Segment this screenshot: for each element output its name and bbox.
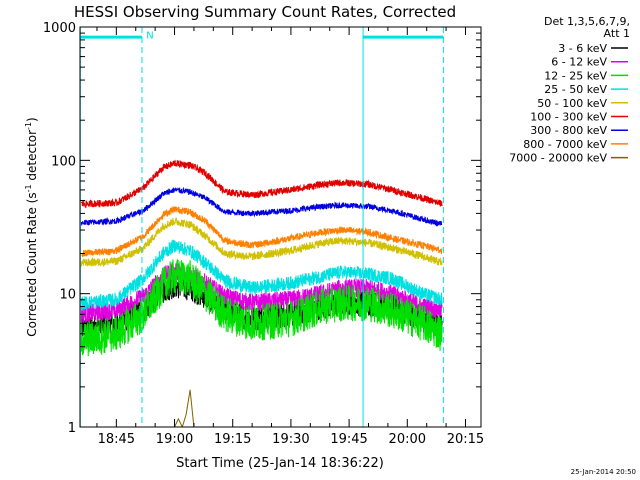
series-line-1	[80, 262, 443, 323]
annotation-0: N	[146, 30, 153, 41]
legend-label-5: 100 - 300 keV	[530, 111, 607, 124]
series-line-3	[80, 239, 443, 312]
y-tick-label-0: 1	[68, 421, 76, 436]
legend-label-7: 800 - 7000 keV	[523, 138, 607, 151]
plot-frame	[79, 26, 482, 428]
legend-label-3: 25 - 50 keV	[544, 83, 607, 96]
legend-label-1: 6 - 12 keV	[551, 56, 607, 69]
series-line-8	[81, 389, 443, 427]
x-tick-label-6: 20:15	[447, 432, 484, 447]
x-tick-label-1: 19:00	[156, 432, 193, 447]
y-axis-label-part-3: )	[25, 117, 39, 122]
x-axis-label: Start Time (25-Jan-14 18:36:22)	[176, 456, 384, 471]
x-tick-label-2: 19:15	[214, 432, 251, 447]
legend-header-detectors: Det 1,3,5,6,7,9,	[544, 15, 630, 28]
legend-label-4: 50 - 100 keV	[537, 97, 607, 110]
legend-label-6: 300 - 800 keV	[530, 124, 607, 137]
x-tick-label-0: 18:45	[98, 432, 135, 447]
y-tick-label-3: 1000	[43, 21, 76, 36]
y-tick-label-2: 100	[51, 154, 76, 169]
y-axis-label-superscript-1: -1	[24, 184, 33, 192]
legend-label-0: 3 - 6 keV	[558, 42, 607, 55]
y-axis-label-part-2: detector	[25, 130, 39, 185]
x-tick-label-3: 19:30	[272, 432, 309, 447]
legend-header-attenuator: Att 1	[604, 27, 630, 40]
axes: 18:45 19:00 19:15 19:30 19:45 20:00 20:15 1 10 10…	[43, 21, 484, 447]
y-axis-label: Corrected Count Rate (s-1 detector-1)	[24, 117, 39, 336]
x-tick-label-5: 20:00	[389, 432, 426, 447]
chart-title: HESSI Observing Summary Count Rates, Cor…	[74, 3, 456, 21]
y-axis-label-part-1: Corrected Count Rate (s	[25, 192, 39, 336]
footer-timestamp: 25-Jan-2014 20:50	[571, 468, 636, 476]
legend-label-8: 7000 - 20000 keV	[509, 152, 607, 165]
legend-label-2: 12 - 25 keV	[544, 69, 607, 82]
y-axis-label-superscript-2: -1	[24, 122, 33, 130]
x-tick-label-4: 19:45	[330, 432, 367, 447]
y-tick-label-1: 10	[59, 288, 76, 303]
